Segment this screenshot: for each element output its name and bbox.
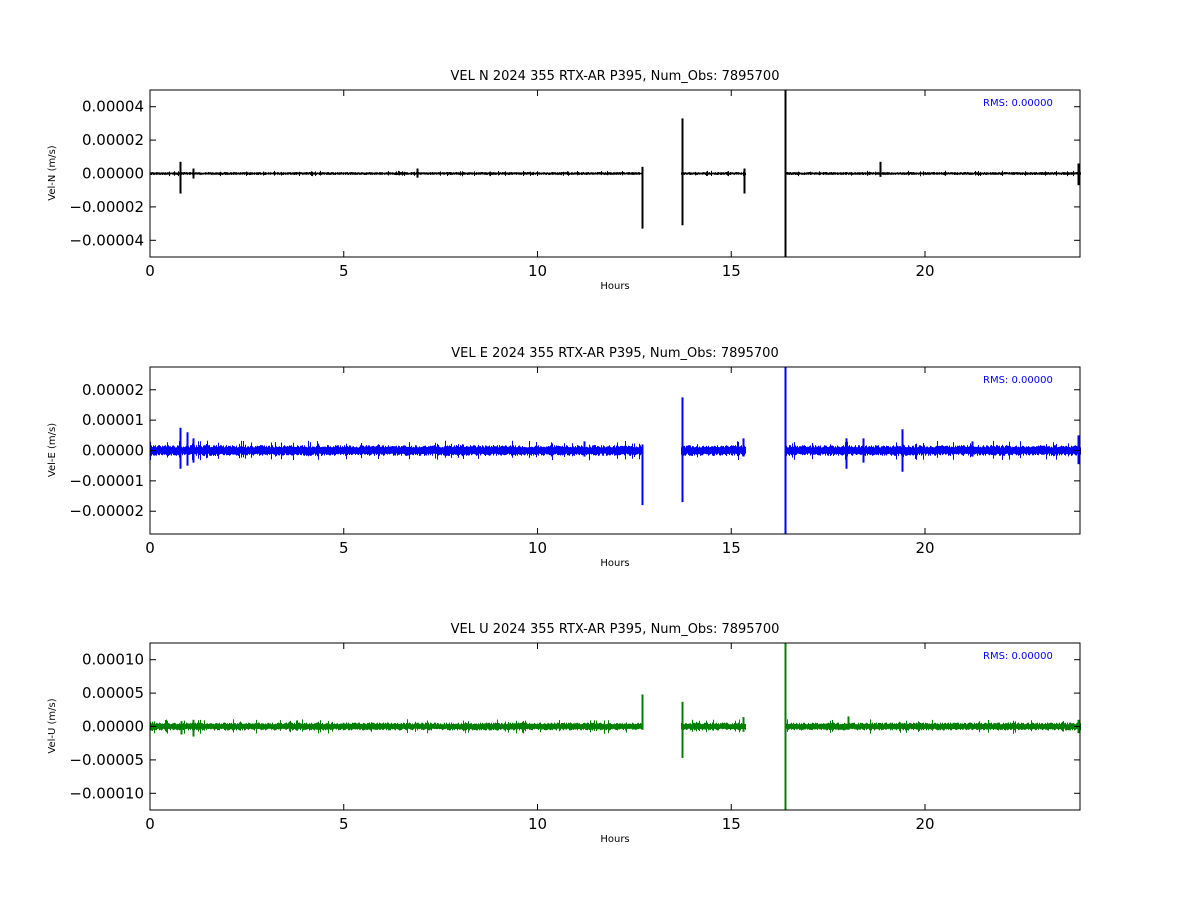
y-axis-label: Vel-N (m/s) bbox=[47, 145, 58, 200]
y-axis-label: Vel-U (m/s) bbox=[47, 698, 58, 753]
y-tick-label: 0.00002 bbox=[82, 131, 144, 149]
panel-title: VEL N 2024 355 RTX-AR P395, Num_Obs: 789… bbox=[451, 69, 780, 84]
panel-vel-u: VEL U 2024 355 RTX-AR P395, Num_Obs: 789… bbox=[47, 622, 1081, 845]
y-tick-label: −0.00002 bbox=[69, 198, 144, 216]
rms-annotation: RMS: 0.00000 bbox=[983, 375, 1053, 386]
panel-title: VEL U 2024 355 RTX-AR P395, Num_Obs: 789… bbox=[451, 622, 780, 637]
x-tick-label: 15 bbox=[722, 262, 741, 280]
y-tick-label: −0.00001 bbox=[69, 472, 144, 490]
x-axis-label: Hours bbox=[600, 281, 629, 292]
y-tick-label: 0.00000 bbox=[82, 442, 144, 460]
y-tick-label: 0.00010 bbox=[82, 651, 144, 669]
data-series bbox=[150, 90, 1081, 257]
rms-annotation: RMS: 0.00000 bbox=[983, 98, 1053, 109]
panel-vel-e: VEL E 2024 355 RTX-AR P395, Num_Obs: 789… bbox=[47, 346, 1081, 569]
x-tick-label: 10 bbox=[528, 539, 547, 557]
x-tick-label: 20 bbox=[915, 539, 934, 557]
y-tick-label: 0.00004 bbox=[82, 98, 144, 116]
y-tick-label: 0.00001 bbox=[82, 411, 144, 429]
x-tick-label: 20 bbox=[915, 815, 934, 833]
panel-title: VEL E 2024 355 RTX-AR P395, Num_Obs: 789… bbox=[451, 346, 778, 361]
x-tick-label: 0 bbox=[145, 262, 155, 280]
y-tick-label: 0.00005 bbox=[82, 684, 144, 702]
x-tick-label: 10 bbox=[528, 815, 547, 833]
x-axis-label: Hours bbox=[600, 834, 629, 845]
x-tick-label: 0 bbox=[145, 815, 155, 833]
y-tick-label: −0.00004 bbox=[69, 231, 144, 249]
y-tick-label: 0.00002 bbox=[82, 381, 144, 399]
x-tick-label: 5 bbox=[339, 539, 349, 557]
y-tick-label: −0.00005 bbox=[69, 751, 144, 769]
y-axis-label: Vel-E (m/s) bbox=[47, 423, 58, 477]
rms-annotation: RMS: 0.00000 bbox=[983, 651, 1053, 662]
x-tick-label: 5 bbox=[339, 815, 349, 833]
x-tick-label: 15 bbox=[722, 539, 741, 557]
y-tick-label: −0.00010 bbox=[69, 784, 144, 802]
y-tick-label: 0.00000 bbox=[82, 165, 144, 183]
x-tick-label: 10 bbox=[528, 262, 547, 280]
data-series bbox=[150, 643, 1081, 810]
x-tick-label: 20 bbox=[915, 262, 934, 280]
data-series bbox=[150, 367, 1081, 534]
y-tick-label: −0.00002 bbox=[69, 502, 144, 520]
panel-vel-n: VEL N 2024 355 RTX-AR P395, Num_Obs: 789… bbox=[47, 69, 1081, 292]
x-tick-label: 15 bbox=[722, 815, 741, 833]
x-axis-label: Hours bbox=[600, 558, 629, 569]
x-tick-label: 0 bbox=[145, 539, 155, 557]
x-tick-label: 5 bbox=[339, 262, 349, 280]
y-tick-label: 0.00000 bbox=[82, 718, 144, 736]
